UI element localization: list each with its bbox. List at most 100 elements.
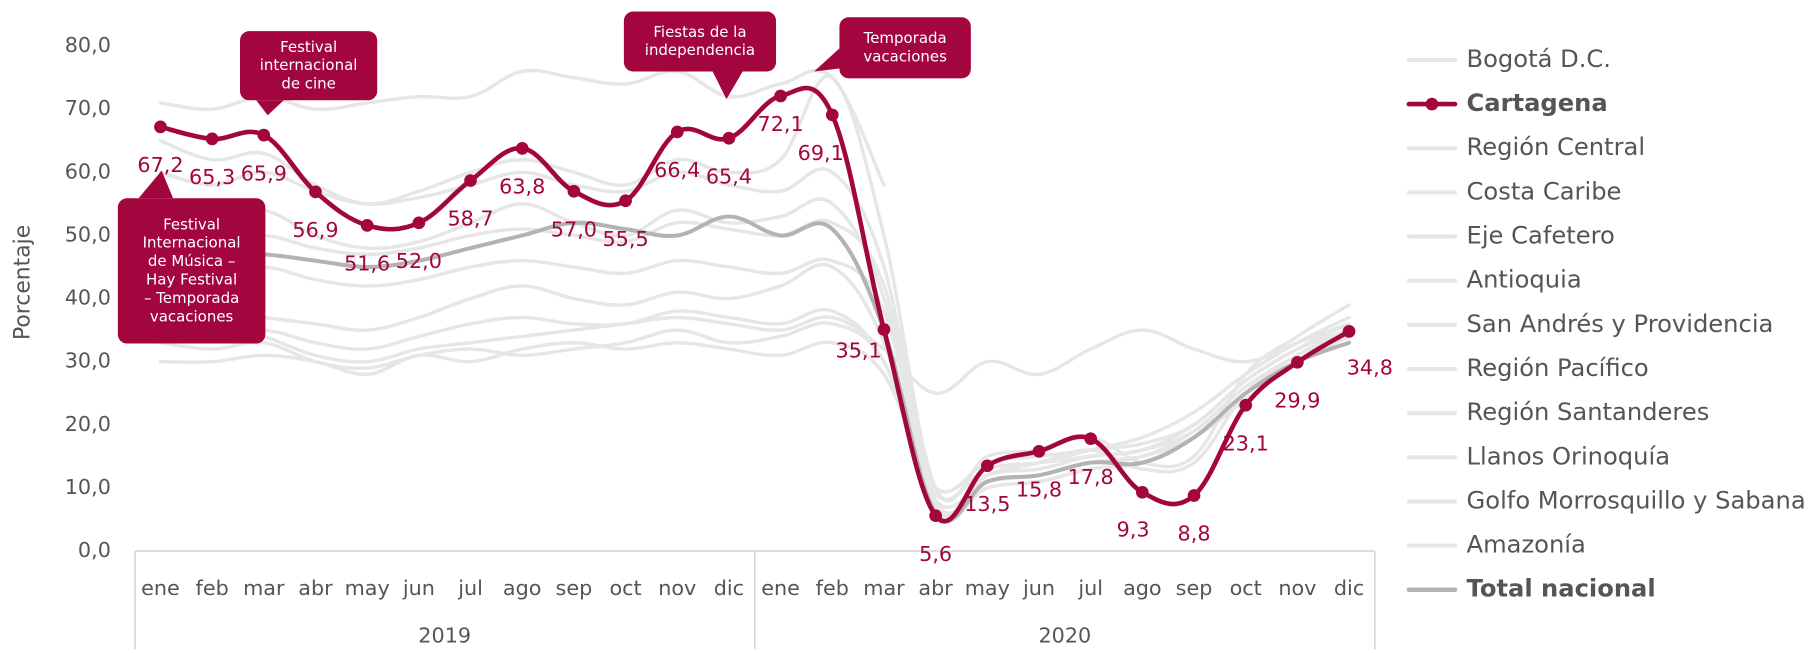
- x-tick-label: nov: [658, 576, 696, 600]
- series-line: [158, 257, 1351, 519]
- data-point: [929, 509, 942, 523]
- x-tick-label: jun: [1022, 576, 1055, 600]
- data-point: [1032, 444, 1046, 458]
- x-tick-label: mar: [863, 576, 905, 600]
- annotation-text: Hay Festival: [146, 271, 237, 289]
- data-label: 52,0: [396, 249, 442, 273]
- series-line: [158, 85, 1352, 524]
- x-tick-label: ene: [141, 576, 180, 600]
- annotation-text: vacaciones: [150, 308, 234, 326]
- data-point: [515, 142, 529, 155]
- series-line: [158, 307, 1351, 510]
- data-label: 65,3: [189, 165, 235, 189]
- legend-label: San Andrés y Providencia: [1467, 310, 1774, 338]
- x-tick-label: dic: [1334, 576, 1364, 600]
- annotation-text: independencia: [645, 41, 755, 59]
- data-label: 65,9: [241, 161, 287, 185]
- series-line: [158, 309, 1351, 395]
- annotation-text: de Música –: [148, 252, 235, 270]
- x-group-label: 2020: [1038, 623, 1091, 647]
- x-tick-label: abr: [918, 576, 953, 600]
- data-point: [360, 219, 374, 232]
- y-tick-label: 80,0: [65, 33, 111, 57]
- series-line: [158, 321, 1351, 502]
- data-label: 56,9: [292, 218, 338, 242]
- x-tick-label: oct: [609, 576, 641, 600]
- data-label: 69,1: [798, 141, 844, 165]
- x-tick-label: oct: [1230, 576, 1262, 600]
- x-tick-label: ago: [503, 576, 542, 600]
- data-label: 58,7: [447, 207, 493, 231]
- x-tick-label: mar: [243, 576, 285, 600]
- data-label: 65,4: [706, 164, 752, 188]
- annotation-pointer: [138, 170, 174, 199]
- x-tick-label: nov: [1278, 576, 1316, 600]
- data-point: [980, 459, 994, 473]
- legend-label: Región Santanderes: [1467, 398, 1710, 426]
- data-point: [567, 184, 581, 198]
- data-point: [619, 194, 632, 208]
- data-point: [309, 185, 322, 199]
- data-point: [464, 174, 477, 187]
- data-point: [412, 216, 426, 230]
- x-tick-label: may: [345, 576, 390, 600]
- data-point: [1084, 432, 1098, 446]
- data-label: 29,9: [1274, 389, 1320, 413]
- legend-label: Llanos Orinoquía: [1467, 442, 1671, 470]
- data-label: 9,3: [1117, 517, 1150, 541]
- data-point: [670, 125, 684, 139]
- data-point: [1291, 355, 1304, 369]
- x-tick-label: dic: [714, 576, 744, 600]
- data-label: 72,1: [758, 112, 804, 136]
- annotation-text: internacional: [260, 56, 358, 74]
- series-line: [158, 68, 886, 187]
- x-group-label: 2019: [418, 623, 471, 647]
- series-line: [158, 262, 1351, 523]
- annotation-pointer: [814, 48, 854, 72]
- series-line: [158, 197, 1351, 524]
- x-tick-label: abr: [298, 576, 333, 600]
- data-point: [774, 89, 787, 103]
- data-point: [1342, 325, 1356, 338]
- y-tick-label: 20,0: [65, 412, 111, 436]
- legend-label: Antioquia: [1467, 266, 1582, 294]
- data-label: 23,1: [1223, 431, 1269, 455]
- annotation-box: [240, 31, 378, 101]
- y-tick-label: 0,0: [78, 538, 111, 562]
- data-label: 8,8: [1178, 522, 1211, 546]
- legend-label: Golfo Morrosquillo y Sabana: [1467, 486, 1806, 514]
- annotation-box: [839, 17, 971, 79]
- data-label: 57,0: [551, 217, 597, 241]
- y-tick-label: 60,0: [65, 159, 111, 183]
- annotation-box: [117, 198, 266, 344]
- annotation-text: Fiestas de la: [653, 23, 746, 41]
- data-point: [1239, 398, 1253, 412]
- y-tick-label: 50,0: [65, 222, 111, 246]
- data-label: 17,8: [1068, 465, 1114, 489]
- legend-label: Total nacional: [1467, 575, 1656, 603]
- data-label: 67,2: [137, 153, 183, 177]
- x-tick-label: jun: [402, 576, 435, 600]
- y-axis-label: Porcentaje: [10, 225, 35, 340]
- legend-label: Eje Cafetero: [1467, 222, 1615, 250]
- annotation-box: [623, 11, 777, 72]
- x-tick-label: jul: [457, 576, 483, 600]
- data-label: 55,5: [602, 227, 648, 251]
- y-tick-label: 30,0: [65, 349, 111, 373]
- x-tick-label: may: [965, 576, 1010, 600]
- annotation-text: Internacional: [143, 234, 241, 252]
- data-point: [205, 132, 219, 146]
- legend-label: Cartagena: [1467, 89, 1608, 117]
- data-point: [825, 108, 839, 122]
- data-label: 66,4: [654, 158, 700, 182]
- annotation-text: Festival: [280, 38, 337, 56]
- data-point: [877, 323, 891, 336]
- data-point: [154, 120, 167, 134]
- annotation-text: Temporada: [863, 29, 947, 47]
- x-tick-label: feb: [816, 576, 849, 600]
- annotation-text: vacaciones: [863, 48, 947, 66]
- y-tick-label: 70,0: [65, 96, 111, 120]
